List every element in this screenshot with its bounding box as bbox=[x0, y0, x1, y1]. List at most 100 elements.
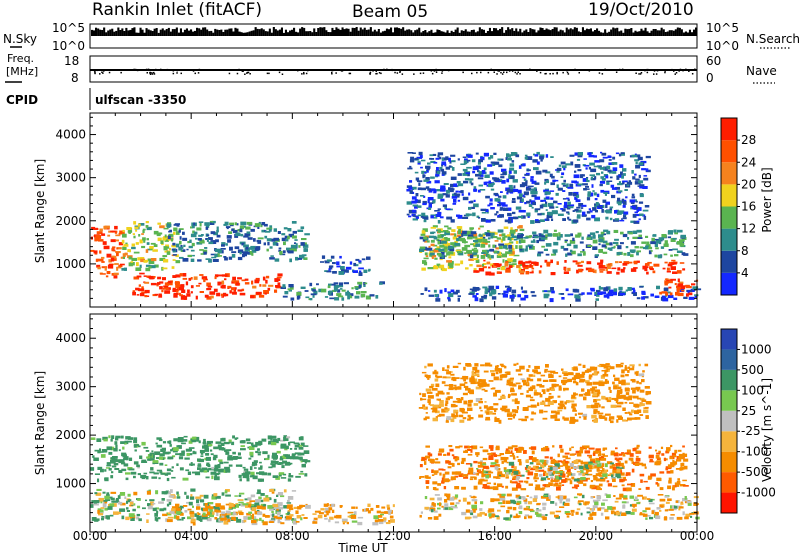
echo-cell bbox=[272, 242, 278, 246]
echo-cell bbox=[649, 268, 654, 271]
nsky-bar bbox=[173, 29, 176, 36]
echo-cell bbox=[441, 161, 447, 166]
nave-dot bbox=[331, 73, 333, 75]
echo-cell bbox=[289, 448, 293, 450]
echo-cell bbox=[177, 511, 182, 515]
echo-cell bbox=[196, 499, 200, 504]
echo-cell bbox=[172, 231, 176, 235]
nsky-bar bbox=[238, 31, 241, 36]
echo-cell bbox=[586, 405, 591, 409]
echo-cell bbox=[582, 178, 587, 182]
echo-cell bbox=[149, 453, 152, 457]
echo-cell bbox=[354, 295, 360, 299]
echo-cell bbox=[674, 449, 678, 454]
echo-cell bbox=[598, 243, 601, 246]
echo-cell bbox=[622, 233, 628, 238]
echo-cell bbox=[137, 223, 141, 227]
echo-cell bbox=[543, 410, 548, 413]
echo-cell bbox=[499, 209, 503, 211]
echo-cell bbox=[217, 281, 221, 286]
echo-cell bbox=[242, 251, 249, 254]
echo-cell bbox=[199, 274, 204, 276]
nsky-bar bbox=[335, 27, 338, 36]
echo-cell bbox=[511, 481, 517, 484]
echo-cell bbox=[507, 506, 513, 510]
nave-dot bbox=[376, 72, 378, 75]
echo-cell bbox=[478, 414, 484, 418]
echo-cell bbox=[166, 472, 171, 475]
echo-cell bbox=[551, 175, 555, 179]
nsky-bar bbox=[650, 30, 653, 36]
nave-dot bbox=[371, 69, 373, 71]
echo-cell bbox=[203, 438, 206, 443]
echo-cell bbox=[197, 259, 202, 262]
echo-cell bbox=[622, 204, 626, 208]
nsky-bar bbox=[428, 31, 431, 36]
echo-cell bbox=[546, 261, 551, 265]
echo-cell bbox=[576, 269, 579, 274]
echo-cell bbox=[503, 458, 508, 463]
echo-cell bbox=[448, 387, 454, 391]
echo-cell bbox=[461, 511, 467, 516]
echo-cell bbox=[185, 281, 189, 286]
echo-cell bbox=[623, 214, 627, 218]
echo-cell bbox=[437, 212, 440, 216]
echo-cell bbox=[675, 468, 682, 470]
echo-cell bbox=[540, 212, 545, 216]
echo-cell bbox=[276, 495, 279, 497]
echo-cell bbox=[430, 158, 435, 160]
echo-cell bbox=[434, 293, 439, 298]
echo-cell bbox=[558, 232, 561, 237]
echo-cell bbox=[550, 476, 554, 479]
echo-cell bbox=[176, 511, 180, 515]
echo-cell bbox=[195, 496, 202, 500]
echo-cell bbox=[268, 521, 274, 523]
echo-cell bbox=[493, 264, 498, 268]
echo-cell bbox=[688, 292, 693, 296]
echo-cell bbox=[279, 457, 284, 461]
nave-dot bbox=[244, 73, 246, 75]
echo-cell bbox=[423, 257, 429, 260]
echo-cell bbox=[127, 440, 132, 443]
nave-dot bbox=[103, 69, 105, 71]
nsky-trace bbox=[91, 27, 698, 36]
echo-cell bbox=[490, 161, 496, 164]
echo-cell bbox=[454, 494, 459, 498]
echo-cell bbox=[650, 293, 654, 297]
echo-cell bbox=[474, 287, 480, 291]
echo-cell bbox=[148, 458, 155, 461]
echo-cell bbox=[600, 231, 605, 236]
nsearch-tick-top: 10^5 bbox=[706, 21, 739, 35]
echo-cell bbox=[669, 456, 673, 460]
echo-cell bbox=[532, 234, 538, 237]
echo-cell bbox=[205, 506, 211, 509]
echo-cell bbox=[94, 492, 98, 495]
echo-cell bbox=[493, 161, 500, 165]
echo-cell bbox=[152, 249, 158, 252]
echo-cell bbox=[164, 282, 169, 286]
echo-cell bbox=[238, 474, 242, 478]
echo-cell bbox=[526, 477, 530, 480]
echo-cell bbox=[677, 283, 683, 287]
nsky-bar bbox=[523, 30, 526, 36]
echo-cell bbox=[557, 406, 563, 410]
echo-cell bbox=[534, 209, 538, 213]
echo-cell bbox=[156, 444, 163, 448]
echo-cell bbox=[520, 239, 526, 243]
echo-cell bbox=[462, 241, 468, 244]
echo-cell bbox=[531, 450, 535, 455]
echo-cell bbox=[503, 290, 509, 294]
echo-cell bbox=[266, 248, 269, 252]
echo-cell bbox=[432, 404, 439, 408]
echo-cell bbox=[236, 232, 240, 236]
echo-cell bbox=[108, 467, 112, 471]
echo-cell bbox=[512, 263, 517, 265]
nave-dot bbox=[399, 70, 401, 72]
echo-cell bbox=[446, 392, 450, 395]
echo-cell bbox=[347, 295, 350, 300]
echo-cell bbox=[461, 237, 466, 242]
echo-cell bbox=[599, 269, 605, 271]
echo-cell bbox=[282, 295, 288, 298]
echo-cell bbox=[211, 475, 214, 480]
echo-cell bbox=[506, 461, 509, 464]
